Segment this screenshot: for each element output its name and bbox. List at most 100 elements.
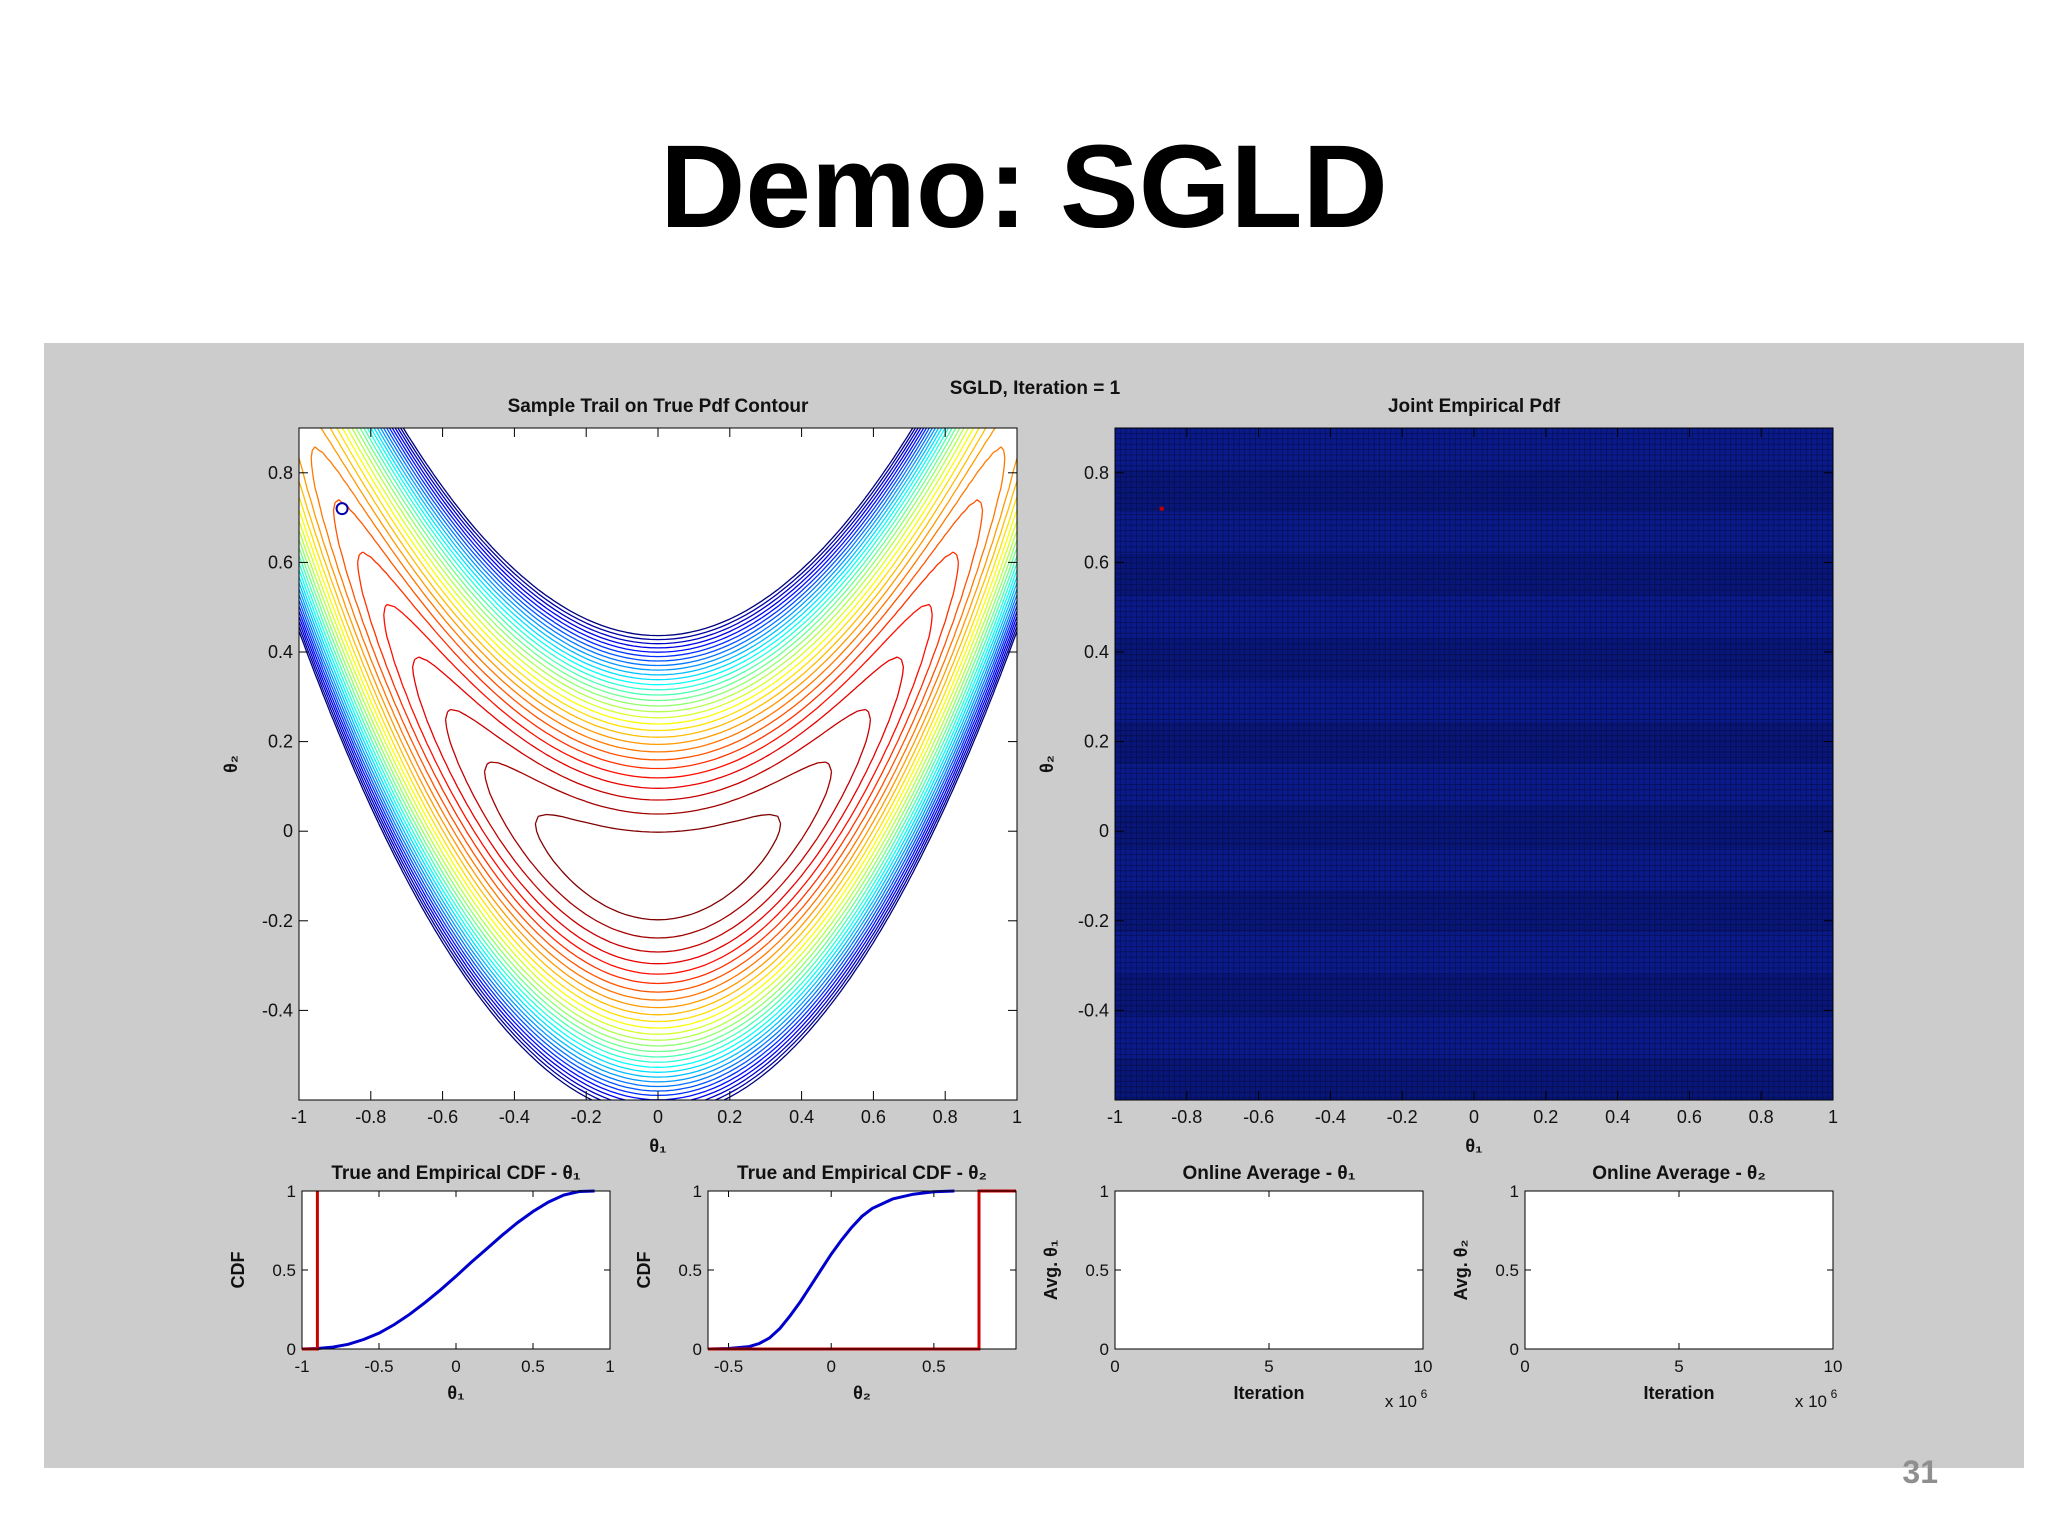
x-tick-label: -1: [291, 1107, 307, 1127]
y-tick-label: 1: [287, 1182, 296, 1201]
x-tick-label: 0.2: [717, 1107, 742, 1127]
x-axis-label: θ₂: [853, 1383, 871, 1403]
contour-level: [298, 427, 1018, 1073]
x-tick-label: 0.2: [1533, 1107, 1558, 1127]
contour-level: [298, 427, 1018, 1063]
plot-area: [302, 1191, 610, 1349]
slide-title: Demo: SGLD: [660, 121, 1388, 253]
y-tick-label: -0.2: [1078, 911, 1109, 931]
x-axis-label: Iteration: [1233, 1383, 1304, 1403]
heatmap-band: [1115, 974, 1833, 1016]
contour-level: [298, 427, 1018, 1047]
x-axis-label: Iteration: [1643, 1383, 1714, 1403]
x-tick-label: 10: [1824, 1357, 1843, 1376]
x-multiplier: x 10: [1795, 1392, 1827, 1411]
x-tick-label: 0.8: [1749, 1107, 1774, 1127]
y-tick-label: 0: [1510, 1340, 1519, 1359]
sample-point: [1159, 506, 1164, 511]
x-tick-label: -0.2: [571, 1107, 602, 1127]
y-axis-label: Avg. θ₂: [1451, 1239, 1471, 1300]
y-tick-label: 0.8: [1084, 463, 1109, 483]
contour-level: [534, 813, 782, 921]
heatmap-band: [1115, 806, 1833, 848]
contour-level: [298, 427, 1018, 1029]
heatmap-band: [1115, 890, 1833, 932]
plot-area: [1115, 428, 1833, 1100]
x-tick-label: 0: [826, 1357, 835, 1376]
x-axis-label: θ₁: [447, 1383, 464, 1403]
series-line-1: [301, 1189, 595, 1351]
contour-level: [298, 427, 1018, 1078]
subplot-2: -1 -0.8 -0.6 -0.4 -0.2 0 0.2 0.4 0.6 0.8 1 -0.4 -0.2…: [1037, 396, 1838, 1156]
y-axis-label: Avg. θ₁: [1041, 1240, 1061, 1301]
heatmap-band: [1115, 638, 1833, 680]
series-line-1: [707, 1189, 955, 1351]
subplot-4: -0.5 0 0.5 0 0.5 1 True and Empirical CDF - θ₂…: [634, 1163, 1017, 1403]
x-tick-label: -0.5: [714, 1357, 743, 1376]
x-tick-label: 0.6: [861, 1107, 886, 1127]
contour-level: [310, 446, 1006, 1001]
plot-area: [1115, 1191, 1423, 1349]
y-tick-label: 0.5: [678, 1261, 702, 1280]
heatmap-band: [1115, 554, 1833, 596]
x-tick-label: 0: [1520, 1357, 1529, 1376]
x-tick-label: -0.6: [427, 1107, 458, 1127]
contour-level: [483, 761, 833, 939]
contour-level: [298, 427, 1018, 1101]
contour-level: [383, 603, 933, 975]
x-tick-label: 0: [1469, 1107, 1479, 1127]
sample-point: [335, 502, 349, 516]
x-tick-label: 1: [1012, 1107, 1022, 1127]
x-multiplier-exponent: 6: [1421, 1387, 1428, 1401]
contour-level: [298, 427, 1018, 1097]
y-tick-label: 0: [287, 1340, 296, 1359]
x-tick-label: 5: [1674, 1357, 1683, 1376]
contour-level: [298, 427, 1018, 1016]
contour-level: [298, 427, 1018, 1035]
heatmap-cells: [1114, 427, 1833, 1100]
x-tick-label: -0.6: [1243, 1107, 1274, 1127]
subplot-title: Joint Empirical Pdf: [1388, 396, 1561, 417]
plot-area: [299, 428, 1017, 1100]
x-tick-label: -0.4: [499, 1107, 530, 1127]
y-tick-label: 1: [693, 1182, 702, 1201]
x-tick-label: -0.8: [1171, 1107, 1202, 1127]
x-multiplier-exponent: 6: [1831, 1387, 1838, 1401]
subplot-title: Online Average - θ₁: [1183, 1163, 1356, 1184]
x-tick-label: 0: [451, 1357, 460, 1376]
y-tick-label: 0.6: [1084, 552, 1109, 572]
y-tick-label: 0: [283, 821, 293, 841]
contour-level: [298, 427, 1018, 1009]
y-axis-label: CDF: [634, 1252, 654, 1289]
contour-level: [444, 708, 872, 953]
page-number: 31: [1902, 1454, 1938, 1490]
subplot-title: Online Average - θ₂: [1592, 1163, 1766, 1184]
y-tick-label: 0: [693, 1340, 702, 1359]
y-tick-label: 0.6: [268, 552, 293, 572]
contour-level: [298, 427, 1018, 1083]
y-tick-label: -0.4: [262, 1000, 293, 1020]
x-tick-label: 1: [605, 1357, 614, 1376]
x-tick-label: -0.2: [1387, 1107, 1418, 1127]
x-tick-label: -0.5: [364, 1357, 393, 1376]
x-tick-label: 5: [1264, 1357, 1273, 1376]
contour-level: [298, 427, 1018, 1053]
x-tick-label: 0.5: [922, 1357, 946, 1376]
y-tick-label: 1: [1100, 1182, 1109, 1201]
x-tick-label: 1: [1828, 1107, 1838, 1127]
subplot-title: Sample Trail on True Pdf Contour: [508, 396, 809, 417]
y-tick-label: 0.5: [1085, 1261, 1109, 1280]
plot-area: [1525, 1191, 1833, 1349]
x-tick-label: -0.8: [355, 1107, 386, 1127]
x-axis-label: θ₁: [1465, 1136, 1482, 1156]
y-tick-label: 1: [1510, 1182, 1519, 1201]
contour-level: [298, 427, 1018, 1101]
heatmap-band: [1115, 722, 1833, 764]
x-axis-label: θ₁: [649, 1136, 666, 1156]
subplot-title: True and Empirical CDF - θ₁: [331, 1163, 580, 1184]
y-tick-label: 0.2: [1084, 732, 1109, 752]
y-tick-label: 0.2: [268, 732, 293, 752]
x-tick-label: -0.4: [1315, 1107, 1346, 1127]
figure-canvas: SGLD, Iteration = 1 -1 -0.8 -0.6 -0.4 -0.2 0 0…: [221, 378, 1843, 1411]
x-tick-label: 0: [1110, 1357, 1119, 1376]
